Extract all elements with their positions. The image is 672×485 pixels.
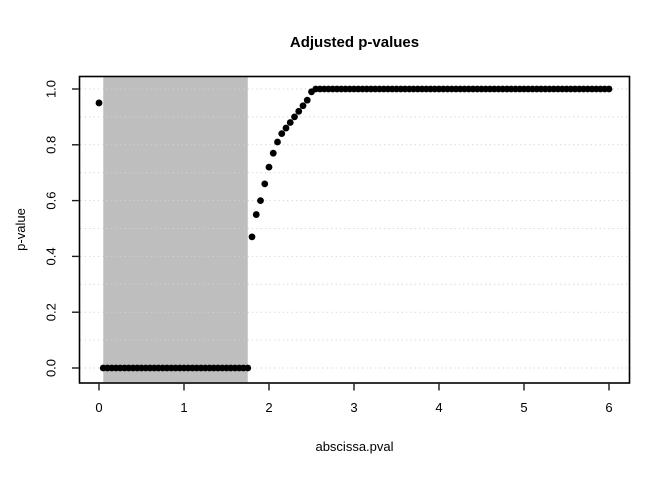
x-tick-label: 6: [605, 400, 612, 415]
data-point: [265, 163, 273, 171]
data-point: [257, 197, 264, 205]
x-tick-label: 0: [95, 400, 102, 415]
data-point: [95, 99, 103, 107]
data-point: [248, 233, 256, 241]
data-point: [278, 130, 286, 138]
y-axis-ticks-layer: [72, 88, 79, 369]
y-tick-label: 0.8: [44, 136, 59, 154]
y-axis-label: p-value: [13, 208, 28, 251]
x-tick-label: 5: [520, 400, 527, 415]
x-axis-label: abscissa.pval: [315, 439, 393, 454]
shaded-region-layer: [103, 77, 248, 383]
y-tick-label: 0.2: [44, 303, 59, 321]
x-axis-ticks-layer: [98, 383, 610, 391]
data-point: [286, 119, 294, 126]
data-point: [605, 85, 613, 93]
y-tick-label: 1.0: [44, 80, 59, 98]
data-point: [274, 138, 281, 146]
data-point: [295, 107, 303, 115]
x-tick-labels-layer: 0 1 2 3 4 5 6: [95, 400, 612, 415]
x-tick-label: 4: [435, 400, 442, 415]
data-point: [282, 124, 290, 132]
plot-box: [78, 75, 631, 384]
y-tick-label: 0.6: [44, 192, 59, 210]
x-tick-label: 1: [180, 400, 187, 415]
data-point: [261, 180, 269, 188]
data-point: [269, 149, 277, 157]
y-tick-label: 0.0: [44, 359, 59, 377]
x-tick-label: 2: [265, 400, 272, 415]
data-point: [244, 364, 252, 372]
y-tick-labels-layer: 0.0 0.2 0.4 0.6 0.8 1.0: [44, 80, 59, 377]
data-point: [252, 211, 260, 218]
points-layer: [95, 85, 613, 372]
data-point: [303, 96, 311, 104]
x-tick-label: 3: [350, 400, 357, 415]
y-tick-label: 0.4: [44, 247, 59, 265]
data-point: [291, 113, 298, 121]
shaded-region: [103, 77, 248, 383]
chart-title: Adjusted p-values: [290, 34, 419, 51]
data-point: [299, 102, 307, 110]
